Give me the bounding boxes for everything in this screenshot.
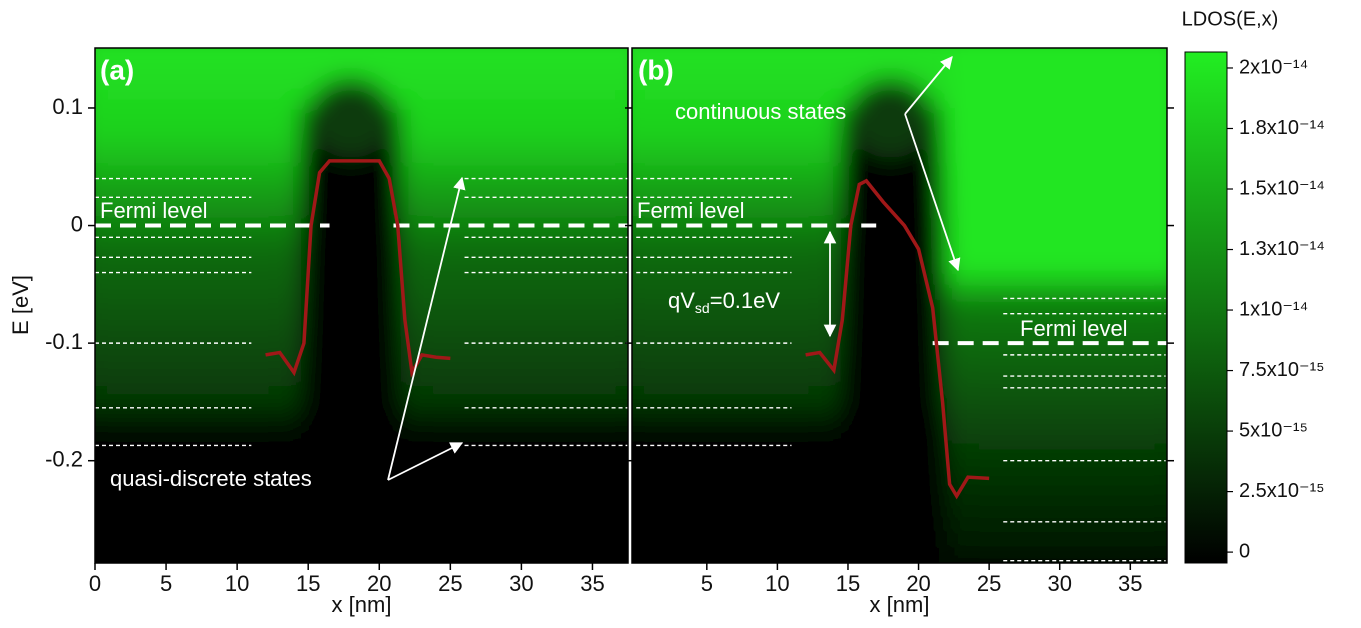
- colorbar-tick-label: 1.5x10⁻¹⁴: [1239, 177, 1325, 199]
- colorbar-tick-label: 5x10⁻¹⁵: [1239, 419, 1308, 441]
- y-axis-label: E [eV]: [8, 275, 33, 335]
- x-tick-label: 30: [1047, 571, 1071, 596]
- y-tick-label: -0.2: [45, 447, 83, 472]
- x-tick-label: 20: [367, 571, 391, 596]
- fermi-label: Fermi level: [100, 198, 208, 223]
- x-tick-label: 5: [160, 571, 172, 596]
- heatmap: [632, 48, 1167, 563]
- barrier-cap: [847, 78, 933, 158]
- colorbar-tick-label: 7.5x10⁻¹⁵: [1239, 359, 1325, 381]
- frame: [631, 47, 1168, 564]
- annotation-arrows: [387, 56, 961, 481]
- frame: [94, 47, 629, 564]
- x-tick-label: 35: [1118, 571, 1142, 596]
- colorbar-tick-label: 1.3x10⁻¹⁴: [1239, 238, 1325, 260]
- fermi-label: Fermi level: [1020, 316, 1128, 341]
- x-axis-label: x [nm]: [332, 592, 392, 617]
- voltage-label-part: qV: [668, 288, 695, 313]
- colorbar-tick-label: 0: [1239, 540, 1250, 562]
- heatmap-field: [95, 48, 628, 563]
- ldos-region: [946, 48, 1167, 563]
- panel-label: (b): [638, 54, 674, 85]
- x-tick-label: 10: [225, 571, 249, 596]
- x-tick-label: 0: [89, 571, 101, 596]
- colorbar-tick-label: 2.5x10⁻¹⁵: [1239, 480, 1325, 502]
- potential-curve: [805, 178, 990, 500]
- colorbar-tick-label: 1x10⁻¹⁴: [1239, 298, 1308, 320]
- annotation: quasi-discrete states: [110, 466, 312, 491]
- plot-layer: Fermi level (a) quasi-discrete states 0 5 10 1…: [8, 8, 1325, 617]
- fermi-label: Fermi level: [637, 198, 745, 223]
- panel-label: (a): [100, 54, 134, 85]
- annotation: continuous states: [675, 99, 846, 124]
- colorbar-tick-label: 1.8x10⁻¹⁴: [1239, 117, 1325, 139]
- x-tick-label: 25: [977, 571, 1001, 596]
- x-axis-label: x [nm]: [870, 592, 930, 617]
- x-tick-label: 5: [701, 571, 713, 596]
- x-tick-label: 10: [765, 571, 789, 596]
- voltage-label-part: sd: [695, 300, 710, 316]
- y-tick-label: 0.1: [52, 94, 83, 119]
- colorbar-tick-label: 2x10⁻¹⁴: [1239, 56, 1308, 78]
- potential-curve: [265, 159, 451, 378]
- barrier-shadow: [840, 108, 940, 563]
- y-tick-label: -0.1: [45, 329, 83, 354]
- colorbar-title: LDOS(E,x): [1182, 8, 1279, 30]
- y-tick-label: 0: [71, 211, 83, 236]
- voltage-label-part: =0.1eV: [710, 288, 781, 313]
- barrier-cap: [308, 78, 394, 158]
- heatmap: [95, 48, 628, 563]
- x-tick-label: 20: [906, 571, 930, 596]
- x-tick-label: 25: [438, 571, 462, 596]
- voltage-label: qVsd=0.1eV: [668, 288, 780, 316]
- x-tick-label: 15: [836, 571, 860, 596]
- x-tick-label: 35: [580, 571, 604, 596]
- x-tick-label: 15: [296, 571, 320, 596]
- colorbar: [1184, 51, 1228, 564]
- x-tick-label: 30: [509, 571, 533, 596]
